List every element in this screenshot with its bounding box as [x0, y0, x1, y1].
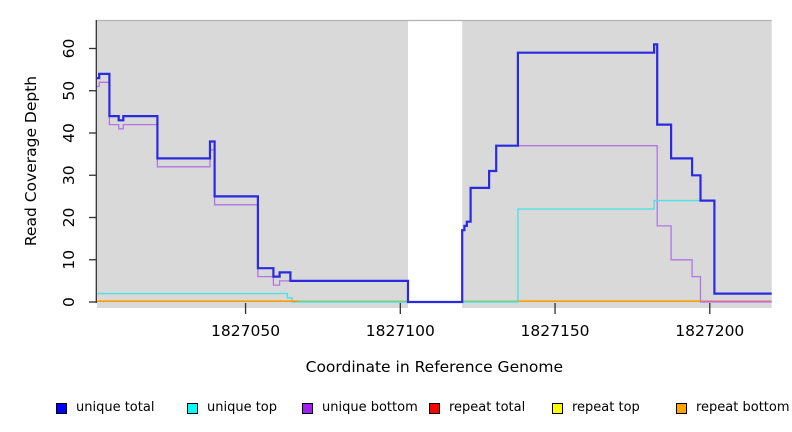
y-tick-label: 30	[60, 165, 78, 185]
legend-label: repeat bottom	[696, 400, 790, 415]
legend-swatch-unique-bottom	[302, 402, 313, 414]
legend-item-repeat-bottom: repeat bottom	[676, 401, 790, 415]
legend-item-repeat-top: repeat top	[552, 401, 640, 415]
legend-swatch-repeat-top	[552, 402, 563, 414]
legend-label: repeat top	[572, 400, 640, 415]
legend-swatch-unique-total	[56, 402, 67, 414]
legend-swatch-unique-top	[187, 402, 198, 414]
legend-item-repeat-total: repeat total	[429, 401, 525, 415]
y-tick-label: 10	[60, 250, 78, 270]
x-tick-label: 1827100	[366, 322, 435, 340]
y-tick-label: 40	[60, 123, 78, 143]
y-tick-label: 20	[60, 208, 78, 228]
legend-label: unique total	[76, 400, 155, 415]
legend-label: repeat total	[449, 400, 526, 415]
legend-swatch-repeat-total	[429, 402, 440, 414]
legend-item-unique-bottom: unique bottom	[302, 401, 418, 415]
x-tick-label: 1827200	[675, 322, 744, 340]
x-tick-label: 1827150	[521, 322, 590, 340]
no-data-gap-region	[408, 21, 463, 308]
legend-label: unique bottom	[322, 400, 418, 415]
x-axis-title: Coordinate in Reference Genome	[306, 358, 563, 376]
legend-item-unique-total: unique total	[56, 401, 154, 415]
x-tick-label: 1827050	[211, 322, 280, 340]
y-axis-title: Read Coverage Depth	[22, 76, 40, 246]
y-tick-label: 50	[60, 81, 78, 101]
y-tick-label: 60	[60, 39, 78, 59]
y-tick-label: 0	[60, 297, 78, 307]
legend-item-unique-top: unique top	[187, 401, 277, 415]
series-line-unique-total	[97, 43, 772, 304]
legend-swatch-repeat-bottom	[676, 402, 687, 414]
legend-label: unique top	[207, 400, 278, 415]
